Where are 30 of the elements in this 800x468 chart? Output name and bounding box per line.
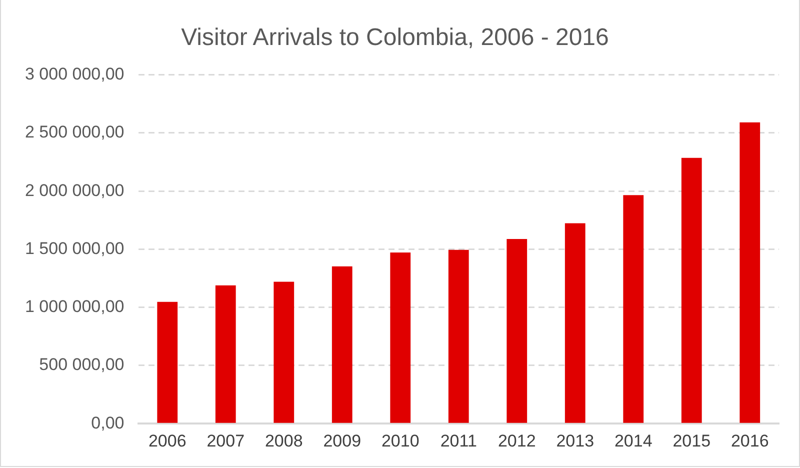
x-tick-label: 2009 [323, 431, 362, 450]
bar [157, 302, 178, 423]
bar [274, 282, 294, 423]
bar [390, 252, 411, 423]
y-tick-label: 0,00 [91, 413, 124, 432]
bar [623, 195, 644, 423]
bar [215, 285, 236, 423]
chart-title: Visitor Arrivals to Colombia, 2006 - 2016 [181, 24, 609, 52]
x-tick-label: 2013 [556, 431, 594, 450]
y-tick-label: 1 000 000,00 [24, 297, 124, 316]
bar [448, 250, 469, 423]
y-tick-label: 1 500 000,00 [24, 238, 124, 258]
x-tick-label: 2011 [440, 431, 477, 450]
x-tick-label: 2015 [672, 431, 711, 450]
x-tick-label: 2007 [206, 431, 245, 450]
y-tick-label: 2 000 000,00 [24, 180, 124, 200]
x-tick-label: 2008 [264, 431, 303, 450]
bar [681, 158, 702, 423]
x-tick-label: 2014 [614, 431, 652, 450]
y-tick-label: 3 000 000,00 [24, 64, 124, 84]
bar [332, 266, 352, 423]
y-tick-label: 2 500 000,00 [24, 122, 124, 142]
x-tick-label: 2012 [498, 431, 536, 450]
bar [564, 223, 586, 423]
x-tick-label: 2006 [148, 431, 186, 450]
bar [506, 238, 528, 423]
bar [740, 122, 760, 423]
x-tick-label: 2010 [381, 431, 420, 450]
x-tick-label: 2016 [730, 431, 769, 450]
y-tick-label: 500 000,00 [39, 355, 124, 374]
